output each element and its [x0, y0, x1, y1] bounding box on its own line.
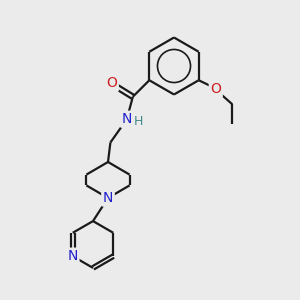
Text: N: N: [122, 112, 132, 126]
Text: H: H: [134, 115, 143, 128]
Text: O: O: [106, 76, 117, 90]
Text: N: N: [103, 191, 113, 205]
Text: N: N: [68, 249, 78, 263]
Text: O: O: [210, 82, 221, 96]
